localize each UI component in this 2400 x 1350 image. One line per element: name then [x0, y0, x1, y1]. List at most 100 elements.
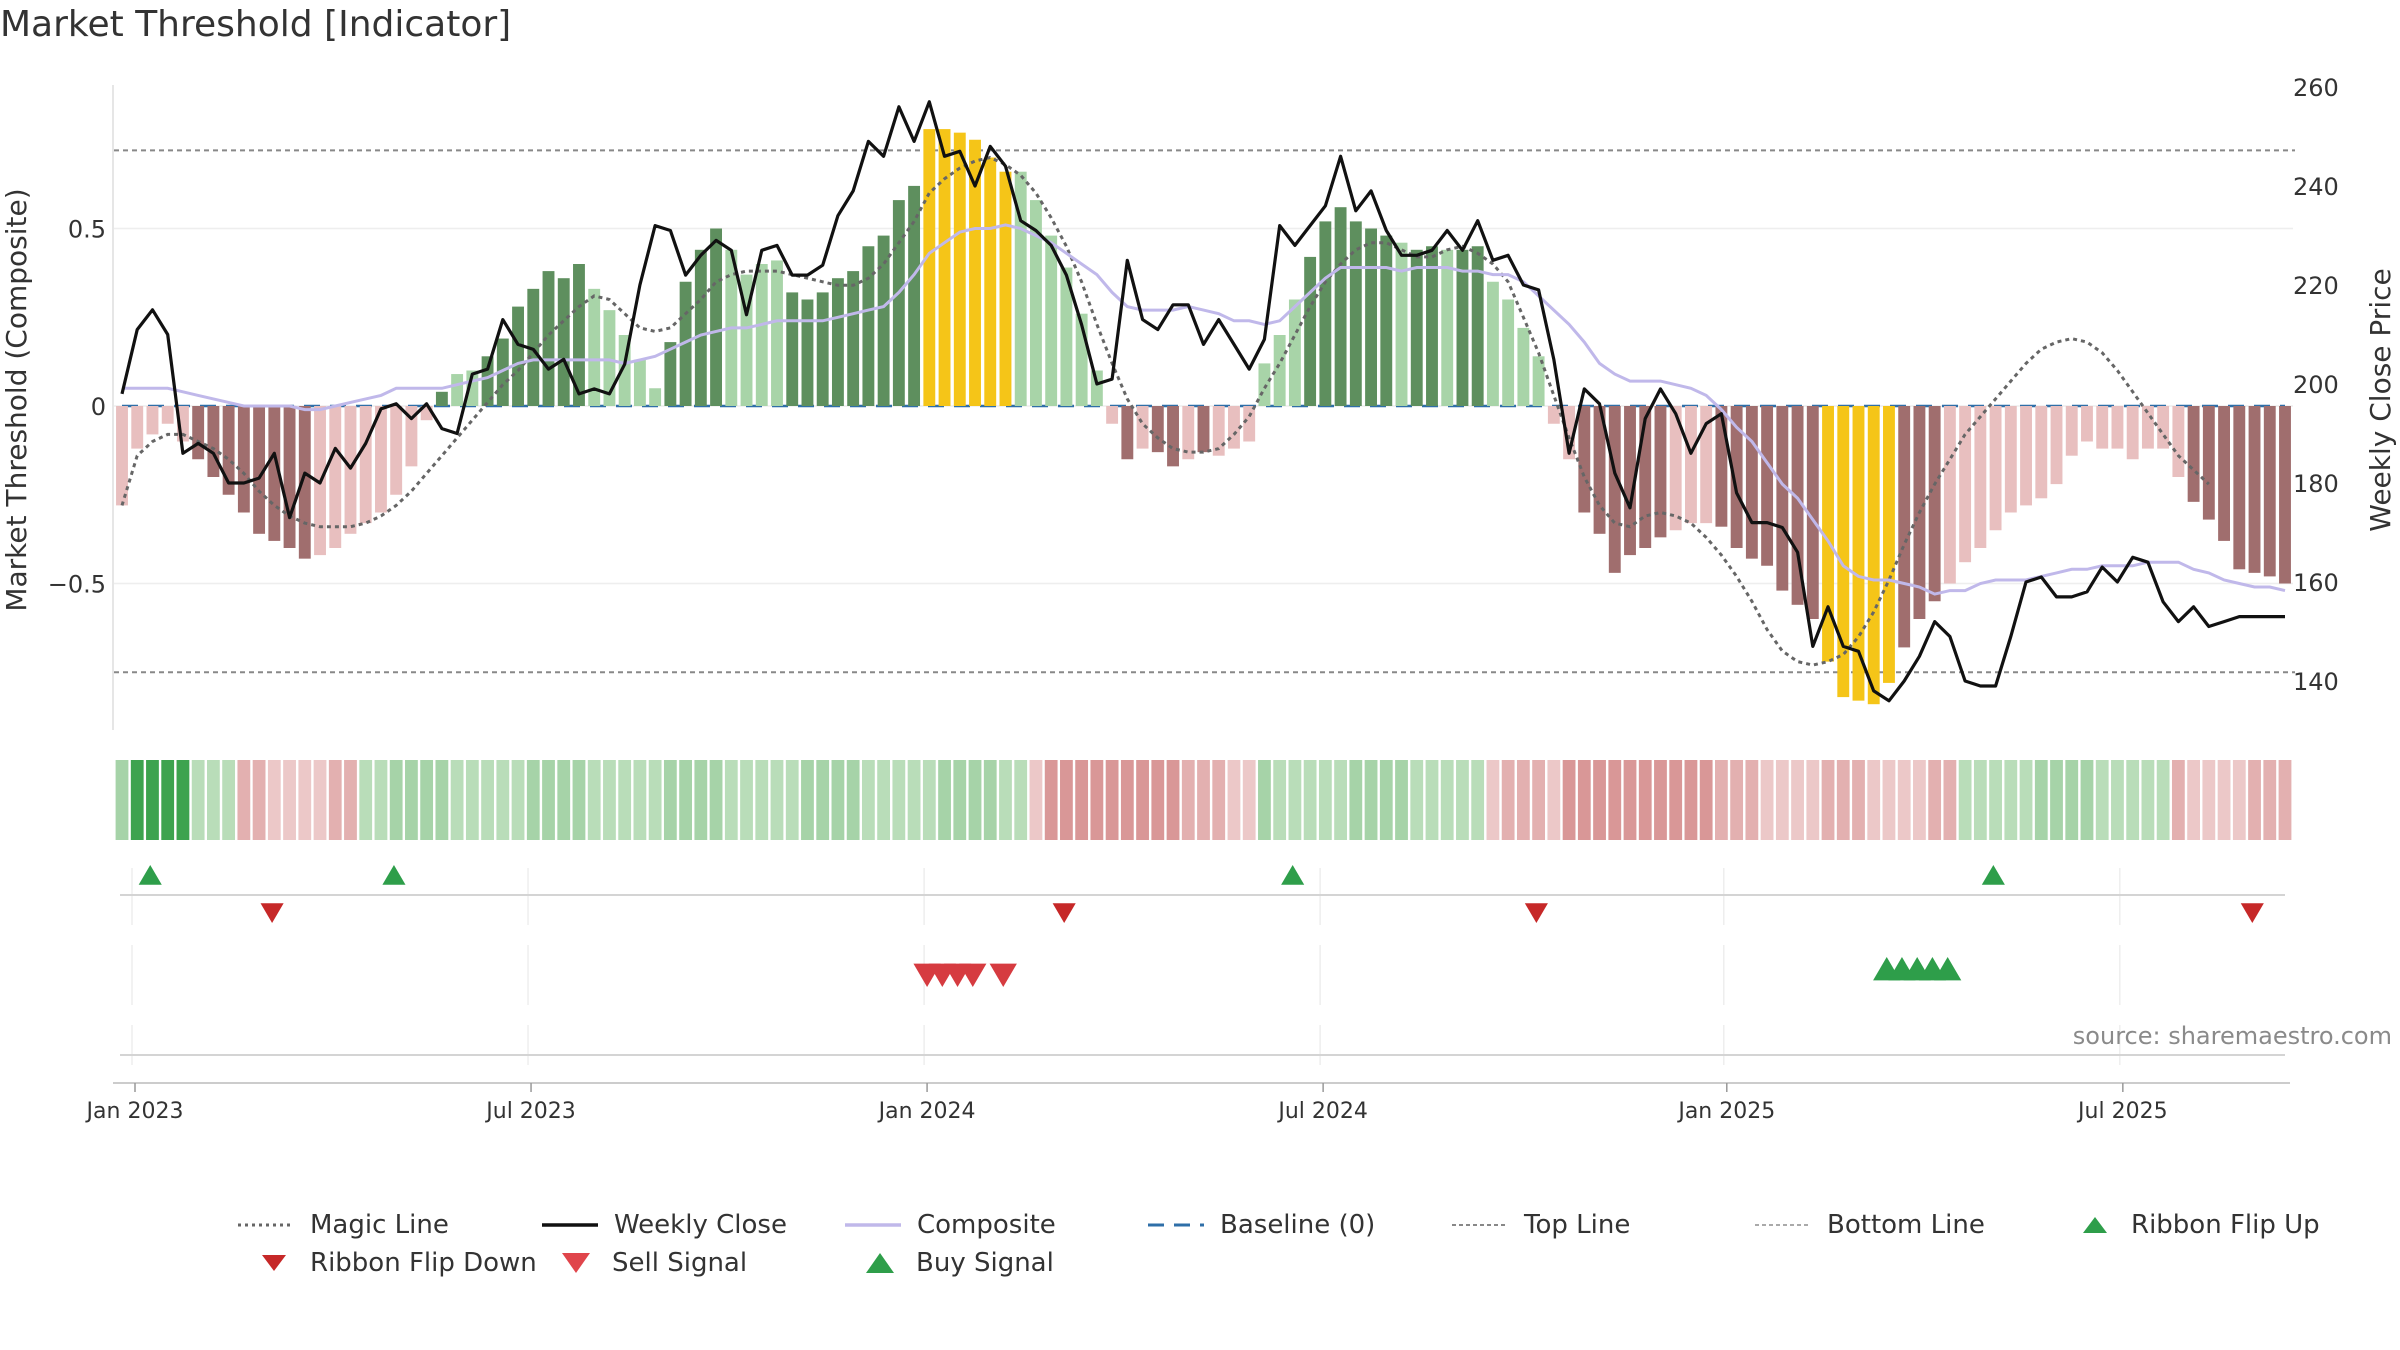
threshold-bar	[1959, 406, 1972, 563]
magic-line	[120, 155, 2210, 667]
ribbon-flip-up-marker	[138, 865, 162, 885]
threshold-bar	[146, 406, 159, 435]
ribbon-cell	[1699, 760, 1713, 840]
ribbon-cell	[679, 760, 692, 840]
threshold-bar	[1045, 235, 1058, 406]
ribbon-cell	[481, 760, 494, 840]
ribbon-cell	[1608, 760, 1622, 840]
ribbon-cell	[191, 760, 205, 840]
threshold-bar	[679, 281, 692, 406]
ribbon-cell	[1410, 760, 1424, 840]
ribbon-cell	[1577, 760, 1591, 840]
ribbon-cell	[663, 760, 677, 840]
threshold-bar	[1761, 406, 1774, 566]
ribbon-cell	[435, 760, 449, 840]
x-tick-label: Jan 2023	[85, 1099, 184, 1124]
legend-label: Weekly Close	[614, 1210, 787, 1240]
threshold-bar	[375, 406, 387, 513]
threshold-bar	[1852, 406, 1865, 701]
axes: 0.5 0 −0.5 140 160 180 200 220 240 260 Market Thre…	[0, 74, 2397, 730]
threshold-bar	[1288, 299, 1301, 406]
ribbon-cell	[1593, 760, 1606, 840]
threshold-bar	[755, 264, 768, 406]
legend-label: Top Line	[1524, 1210, 1631, 1240]
ribbon-cell	[892, 760, 906, 840]
ribbon-cell	[2141, 760, 2155, 840]
legend-label: Ribbon Flip Down	[310, 1248, 537, 1278]
y-tick-label: 0	[91, 393, 106, 421]
ribbon-cell	[1395, 760, 1408, 840]
signal-markers	[113, 865, 2290, 1084]
sell-signal-marker	[959, 963, 987, 987]
threshold-bar	[1471, 246, 1484, 406]
threshold-bar	[1578, 406, 1591, 513]
ribbon-flip-up-marker	[1281, 865, 1305, 885]
legend-baseline: Baseline (0)	[1148, 1210, 1375, 1240]
threshold-bar	[1898, 406, 1911, 648]
ribbon-cell	[846, 760, 860, 840]
ribbon-cell	[1136, 760, 1149, 840]
threshold-bar	[1365, 228, 1377, 406]
ribbon-cell	[1654, 760, 1667, 840]
ribbon-cell	[1029, 760, 1043, 840]
ribbon-cell	[1989, 760, 2002, 840]
ribbon-cell	[648, 760, 662, 840]
ribbon-cell	[785, 760, 799, 840]
ribbon-cell	[877, 760, 891, 840]
threshold-bar	[1014, 171, 1027, 406]
ribbon-cell	[1730, 760, 1744, 840]
ribbon-cell	[526, 760, 540, 840]
threshold-bar	[801, 299, 814, 406]
ribbon-cell	[1105, 760, 1119, 840]
ribbon-cell	[1669, 760, 1683, 840]
threshold-bar	[969, 139, 981, 406]
ribbon-cell	[2004, 760, 2018, 840]
threshold-bar	[298, 406, 311, 559]
ribbon-cell	[1684, 760, 1698, 840]
ribbon-cell	[222, 760, 236, 840]
threshold-bar	[923, 129, 936, 406]
threshold-bar	[2035, 406, 2048, 499]
threshold-bar	[1426, 246, 1438, 406]
ribbon-cell	[1501, 760, 1515, 840]
threshold-bar	[2096, 406, 2109, 449]
ribbon-cell	[922, 760, 936, 840]
threshold-bar	[1745, 406, 1758, 559]
legend-ribbon-flip-up: Ribbon Flip Up	[2075, 1210, 2320, 1240]
ribbon-cell	[2248, 760, 2261, 840]
legend-label: Magic Line	[310, 1210, 449, 1240]
ribbon-cell	[1060, 760, 1073, 840]
threshold-bar	[2248, 406, 2261, 573]
ribbon-cell	[1151, 760, 1165, 840]
ribbon-cell	[389, 760, 403, 840]
threshold-bar	[740, 274, 753, 406]
ribbon-cell	[1090, 760, 1104, 840]
ribbon-cell	[1181, 760, 1195, 840]
ribbon-cell	[1227, 760, 1241, 840]
threshold-bar	[1228, 406, 1240, 449]
ribbon-cell	[1014, 760, 1028, 840]
threshold-bar	[1121, 406, 1134, 460]
ribbon-cell	[1440, 760, 1454, 840]
ribbon-cell	[1913, 760, 1926, 840]
ribbon-cell	[511, 760, 525, 840]
threshold-bar	[1060, 267, 1073, 406]
ribbon-cell	[450, 760, 464, 840]
ribbon-cell	[2080, 760, 2094, 840]
x-tick-label: Jan 2024	[877, 1099, 976, 1124]
ribbon-cell	[999, 760, 1012, 840]
threshold-bar	[1319, 221, 1332, 406]
threshold-bar	[1075, 313, 1088, 406]
threshold-bar	[649, 388, 662, 406]
ribbon-flip-up-marker	[382, 865, 406, 885]
ribbon-cell	[1456, 760, 1469, 840]
ribbon-cell	[1516, 760, 1530, 840]
ribbon-cell	[1349, 760, 1363, 840]
threshold-bar	[237, 406, 250, 513]
ribbon-cell	[816, 760, 830, 840]
ribbon-cell	[2278, 760, 2292, 840]
ribbon-cell	[283, 760, 296, 840]
ribbon-cell	[2187, 760, 2201, 840]
y2-axis-title: Weekly Close Price	[2364, 268, 2397, 531]
ribbon-cell	[770, 760, 784, 840]
